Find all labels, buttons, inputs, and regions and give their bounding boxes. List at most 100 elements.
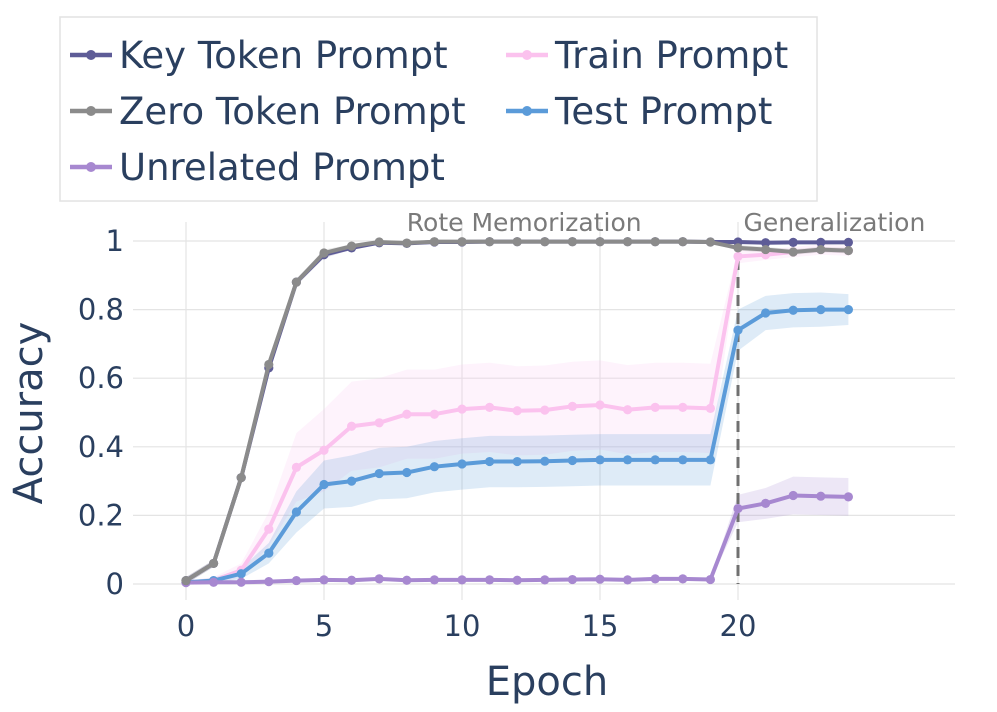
point-4-12 (512, 456, 522, 467)
point-2-12 (512, 575, 522, 585)
point-1-21 (761, 244, 771, 255)
point-3-8 (402, 409, 412, 419)
point-1-14 (567, 237, 578, 247)
x-tick-label-3: 15 (582, 609, 619, 643)
point-4-19 (705, 455, 716, 465)
point-1-2 (236, 473, 246, 483)
point-1-18 (678, 237, 688, 247)
point-2-16 (623, 575, 633, 585)
point-2-9 (429, 575, 439, 585)
point-4-15 (595, 455, 605, 465)
point-4-3 (264, 548, 274, 558)
point-1-0 (181, 575, 191, 586)
annotation-0: Rote Memorization (407, 208, 642, 237)
annotation-1: Generalization (744, 208, 926, 237)
y-axis-title: Accuracy (6, 322, 52, 505)
band-4 (186, 292, 849, 584)
y-tick-label-4: 0.8 (78, 293, 124, 327)
point-4-4 (291, 507, 301, 517)
point-2-4 (291, 575, 301, 586)
point-2-13 (540, 575, 550, 585)
point-3-9 (429, 409, 439, 419)
point-3-14 (567, 401, 578, 411)
point-4-7 (374, 468, 384, 479)
point-1-5 (319, 248, 329, 258)
legend-label-3: Train Prompt (554, 34, 788, 77)
tick-labels: 00.20.40.60.810 5 10 15 20 (78, 224, 757, 643)
point-1-15 (595, 237, 605, 247)
point-2-21 (761, 498, 771, 508)
point-4-2 (236, 569, 246, 579)
x-tick-label-1: 5 (315, 609, 333, 643)
point-3-19 (705, 403, 716, 413)
legend-items: Key Token Prompt Zero Token Prompt Unrelat… (70, 34, 788, 189)
legend-swatch-dot-1 (86, 106, 96, 116)
legend-swatch-dot-3 (522, 50, 532, 60)
point-0-22 (788, 237, 798, 247)
point-3-11 (485, 402, 495, 412)
point-1-3 (264, 359, 274, 370)
point-4-14 (567, 455, 578, 466)
point-3-16 (623, 405, 633, 415)
point-2-3 (264, 576, 274, 587)
point-4-23 (816, 305, 826, 315)
point-1-24 (843, 246, 854, 256)
point-2-14 (567, 574, 578, 585)
legend-swatch-dot-0 (86, 50, 96, 60)
point-2-1 (209, 577, 219, 587)
point-3-10 (457, 404, 467, 414)
y-tick-label-1: 0.2 (78, 498, 124, 532)
point-2-19 (705, 574, 716, 585)
point-2-18 (678, 574, 688, 584)
point-2-11 (485, 575, 495, 585)
point-3-13 (540, 405, 550, 415)
point-1-17 (650, 237, 660, 247)
point-1-22 (788, 247, 798, 257)
point-1-12 (512, 237, 522, 247)
point-2-24 (843, 492, 854, 502)
legend-box (59, 16, 818, 202)
point-1-4 (291, 277, 301, 287)
point-4-13 (540, 456, 550, 466)
y-tick-label-3: 0.6 (78, 361, 124, 395)
point-4-16 (623, 455, 633, 465)
point-3-4 (291, 462, 301, 472)
point-2-2 (236, 577, 246, 587)
band-2 (186, 476, 849, 584)
point-2-23 (816, 491, 826, 501)
point-4-8 (402, 467, 412, 478)
point-1-20 (733, 243, 743, 253)
point-2-17 (650, 574, 660, 584)
point-2-20 (733, 503, 743, 514)
legend-swatch-dot-4 (522, 106, 532, 116)
point-3-5 (319, 445, 329, 455)
point-2-6 (347, 575, 357, 585)
point-2-15 (595, 574, 605, 584)
point-2-22 (788, 490, 798, 501)
point-1-8 (402, 238, 412, 248)
point-2-5 (319, 575, 329, 585)
point-4-17 (650, 455, 660, 465)
y-tick-label-5: 1 (106, 224, 124, 258)
point-2-7 (374, 574, 384, 584)
point-2-8 (402, 575, 412, 585)
point-3-12 (512, 406, 522, 416)
x-tick-label-2: 10 (444, 609, 481, 643)
y-tick-label-0: 0 (106, 567, 124, 601)
legend-label-4: Test Prompt (554, 90, 772, 133)
series-lines (181, 237, 854, 588)
point-1-16 (623, 237, 633, 247)
point-1-6 (347, 241, 357, 251)
point-4-24 (843, 305, 854, 315)
point-4-10 (457, 459, 467, 469)
point-1-9 (429, 237, 439, 247)
legend-label-2: Unrelated Prompt (119, 146, 445, 189)
point-4-5 (319, 479, 329, 490)
point-3-3 (264, 524, 274, 534)
point-1-23 (816, 244, 826, 255)
legend-label-1: Zero Token Prompt (119, 90, 466, 133)
legend-swatch-dot-2 (86, 162, 96, 172)
point-3-7 (374, 418, 384, 428)
point-1-1 (209, 558, 219, 569)
